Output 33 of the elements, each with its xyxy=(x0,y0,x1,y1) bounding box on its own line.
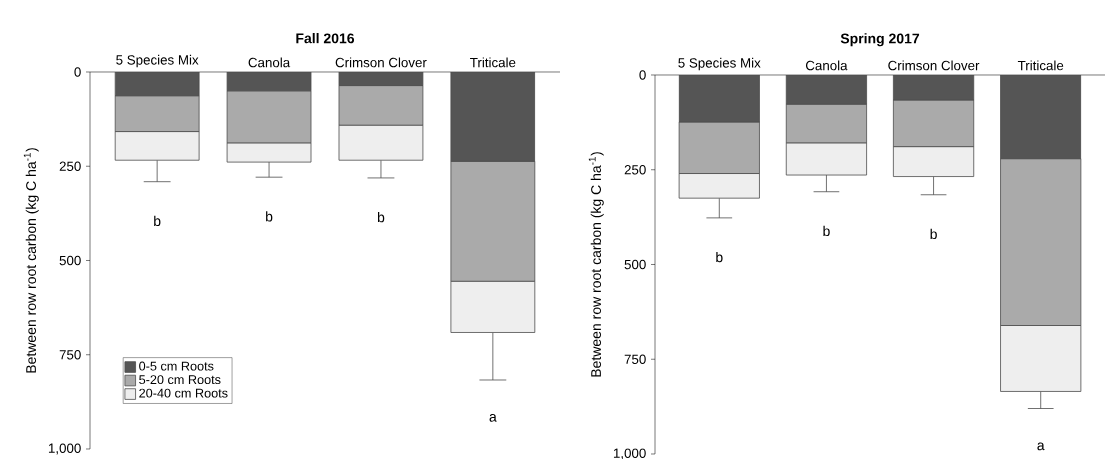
annotation: b xyxy=(377,211,385,223)
legend-label: 20-40 cm Roots xyxy=(139,388,228,398)
y-axis-title: Between row root carbon (kg C ha$^{-1}$) xyxy=(23,148,39,373)
x-tick-label: 5 Species Mix xyxy=(116,54,199,68)
y-axis-title: Between row root carbon (kg C ha$^{-1}$) xyxy=(588,152,604,377)
y-tick-label: 500 xyxy=(624,259,646,270)
y-tick-label: 0 xyxy=(639,70,646,80)
x-tick-label: Triticale xyxy=(470,57,516,68)
y-tick-label: 1,000 xyxy=(48,443,81,455)
y-tick-label: 750 xyxy=(59,350,81,360)
x-tick-label: Crimson Clover xyxy=(888,60,980,71)
annotation: b xyxy=(716,251,723,263)
annotation: a xyxy=(1037,442,1045,451)
chart-title: Fall 2016 xyxy=(296,33,355,44)
x-tick-label: Canola xyxy=(805,60,848,71)
legend-label: 0-5 cm Roots xyxy=(139,361,214,371)
y-tick-label: 250 xyxy=(59,161,81,171)
annotation: b xyxy=(154,215,161,227)
annotation: b xyxy=(823,225,830,237)
y-tick-label: 0 xyxy=(74,67,81,77)
x-tick-label: Triticale xyxy=(1017,60,1064,71)
annotation: b xyxy=(266,211,273,222)
y-tick-label: 250 xyxy=(624,165,646,175)
y-tick-label: 750 xyxy=(624,354,646,364)
legend-label: 5-20 cm Roots xyxy=(139,375,221,385)
y-tick-label: 1,000 xyxy=(613,448,646,459)
x-tick-label: Canola xyxy=(248,57,291,68)
x-tick-label: Crimson Clover xyxy=(335,57,427,68)
x-tick-label: 5 Species Mix xyxy=(678,57,761,71)
y-tick-label: 500 xyxy=(59,255,81,266)
chart-title: Spring 2017 xyxy=(840,33,920,47)
annotation: b xyxy=(930,228,937,240)
annotation: a xyxy=(489,414,497,422)
